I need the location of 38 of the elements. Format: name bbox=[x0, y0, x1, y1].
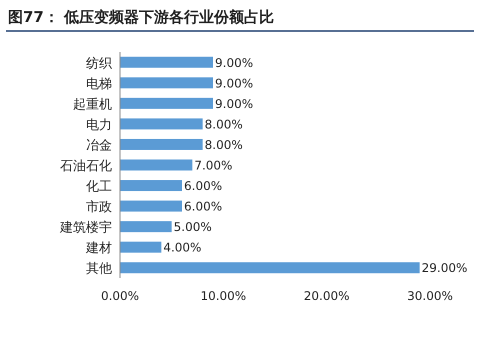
bar bbox=[120, 221, 172, 232]
y-tick-label: 市政 bbox=[86, 200, 112, 216]
x-tick-label: 10.00% bbox=[200, 289, 246, 303]
data-label: 9.00% bbox=[215, 76, 254, 90]
y-tick-label: 起重机 bbox=[73, 97, 112, 112]
bar bbox=[120, 56, 213, 68]
bar bbox=[120, 118, 203, 130]
y-tick-label: 建材 bbox=[85, 241, 112, 256]
y-tick-label: 其他 bbox=[86, 262, 112, 277]
bar bbox=[120, 98, 213, 109]
chart-title: 图77： 低压变频器下游各行业份额占比 bbox=[8, 8, 274, 26]
data-label: 4.00% bbox=[163, 240, 202, 255]
bar bbox=[120, 262, 420, 274]
x-tick-label: 0.00% bbox=[100, 289, 140, 303]
data-label: 6.00% bbox=[184, 179, 222, 194]
bar bbox=[120, 242, 162, 253]
data-label: 5.00% bbox=[174, 220, 212, 234]
bar bbox=[120, 77, 213, 88]
y-tick-label: 建筑楼宇 bbox=[59, 220, 112, 236]
y-tick-label: 电梯 bbox=[86, 76, 112, 92]
data-label: 6.00% bbox=[184, 200, 222, 214]
y-tick-label: 冶金 bbox=[86, 138, 112, 154]
bar bbox=[120, 160, 192, 170]
bar bbox=[120, 180, 182, 192]
y-tick-label: 纺织 bbox=[86, 56, 112, 72]
data-label: 9.00% bbox=[215, 96, 254, 111]
data-label: 8.00% bbox=[204, 117, 243, 132]
y-tick-label: 化工 bbox=[86, 180, 112, 195]
data-label: 8.00% bbox=[204, 138, 243, 152]
data-label: 9.00% bbox=[215, 56, 254, 70]
bar bbox=[120, 200, 182, 212]
bar bbox=[120, 138, 203, 150]
data-label: 7.00% bbox=[194, 158, 232, 172]
y-tick-label: 电力 bbox=[86, 118, 112, 133]
x-tick-label: 30.00% bbox=[407, 289, 453, 303]
data-label: 29.00% bbox=[422, 261, 468, 276]
x-tick-label: 20.00% bbox=[304, 289, 350, 303]
y-tick-label: 石油石化 bbox=[60, 159, 112, 174]
